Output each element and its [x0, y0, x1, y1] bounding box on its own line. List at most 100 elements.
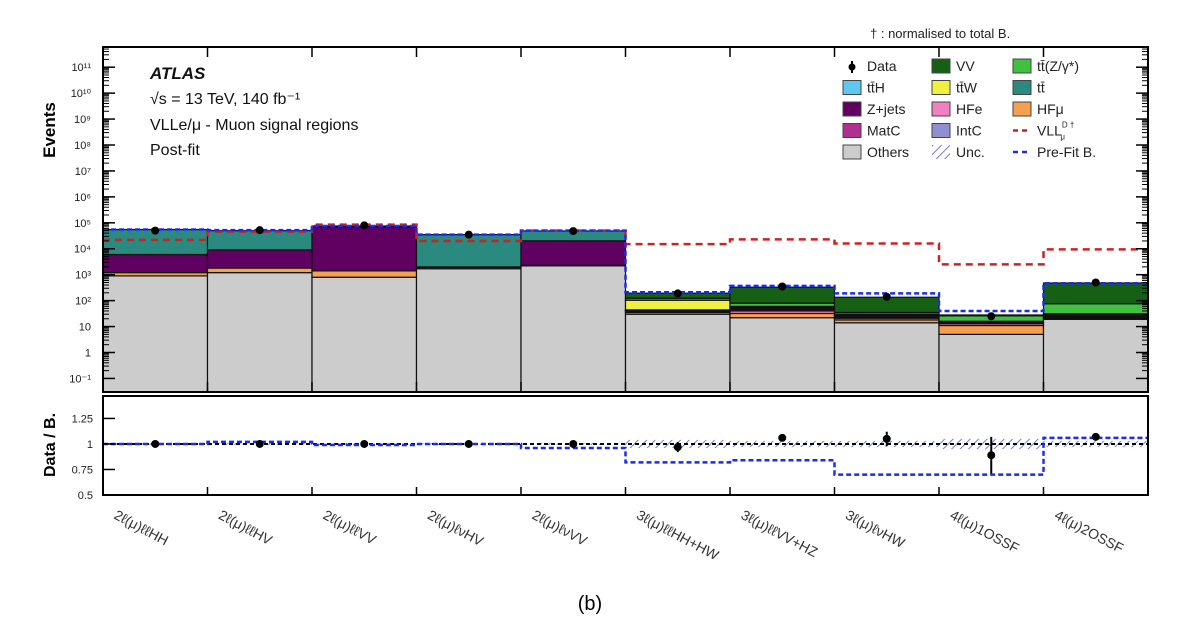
legend-label: HFμ	[1037, 101, 1064, 117]
y-axis-label: Events	[40, 102, 59, 158]
legend-label: IntC	[956, 123, 982, 139]
ratio-data-point	[151, 440, 159, 448]
y-tick-label: 10¹⁰	[71, 88, 92, 100]
data-point	[256, 226, 264, 234]
x-tick-label: 2ℓ(μ)ℓℓHV	[216, 507, 275, 549]
stack-bar-Others	[626, 314, 731, 392]
stack-bar-Z+jets	[103, 255, 208, 273]
stack-bar-HFμ	[208, 268, 313, 273]
stack-bar-tt̄W	[626, 300, 731, 310]
stack-bar-Others	[312, 277, 417, 392]
ratio-data-point	[256, 440, 264, 448]
data-point	[465, 231, 473, 239]
x-tick-label: 2ℓ(μ)ℓνVV	[530, 507, 591, 550]
y-tick-label: 10⁸	[74, 140, 91, 152]
y-tick-label: 10⁻¹	[69, 373, 91, 385]
stack-bar-Z+jets	[521, 241, 626, 266]
legend-swatch	[932, 124, 950, 138]
data-point	[151, 227, 159, 235]
y-tick-label: 10¹¹	[71, 62, 91, 74]
data-point	[360, 221, 368, 229]
legend-swatch	[843, 124, 861, 138]
legend-label-sup: D †	[1062, 121, 1074, 130]
stage-label: Post-fit	[150, 142, 200, 159]
ratio-data-point	[674, 443, 682, 451]
legend: Data VV tt̄(Z/γ*) tt̄H tt̄W tt̄ Z+jets HFe HFμ Ma…	[843, 58, 1096, 160]
ratio-data-point	[1092, 433, 1100, 441]
legend-swatch	[932, 81, 950, 95]
x-tick-label: 4ℓ(μ)1OSSF	[948, 507, 1022, 557]
stack-bar-Z+jets	[312, 227, 417, 271]
y-tick-label: 10	[79, 322, 91, 334]
legend-swatch	[1013, 81, 1031, 95]
legend-label: Unc.	[956, 144, 985, 160]
data-point	[569, 227, 577, 235]
x-tick-label: 4ℓ(μ)2OSSF	[1052, 507, 1126, 557]
legend-swatch	[843, 145, 861, 159]
x-tick-label: 3ℓ(μ)ℓνHW	[843, 507, 908, 552]
ratio-y-tick-label: 0.5	[78, 490, 93, 502]
legend-label-sub: μ	[1060, 133, 1065, 142]
y-tick-label: 10³	[75, 270, 91, 282]
legend-label: tt̄	[1037, 80, 1045, 96]
legend-swatch	[1013, 59, 1031, 73]
legend-hatch-swatch	[932, 145, 950, 159]
legend-label: tt̄(Z/γ*)	[1037, 58, 1079, 74]
stack-bar-tt̄(Z/γ*)	[1044, 304, 1149, 314]
stack-bar-Others	[835, 323, 940, 392]
stack-bar-tt̄	[417, 235, 522, 267]
y-tick-label: 10⁴	[74, 244, 91, 256]
ratio-data-point	[778, 434, 786, 442]
data-point	[987, 312, 995, 320]
x-tick-label: 3ℓ(μ)ℓℓHH+HW	[634, 507, 722, 564]
data-point	[883, 293, 891, 301]
legend-label: MatC	[867, 123, 900, 139]
legend-swatch	[932, 102, 950, 116]
normalisation-note: † : normalised to total B.	[870, 26, 1010, 41]
energy-label: √s = 13 TeV, 140 fb⁻¹	[150, 91, 300, 108]
legend-label: HFe	[956, 101, 983, 117]
ratio-data-point	[360, 440, 368, 448]
stack-bar-Others	[417, 269, 522, 392]
legend-label: tt̄W	[956, 80, 978, 96]
stack-bar-Others	[939, 334, 1044, 392]
legend-label: tt̄H	[867, 80, 885, 96]
stack-bar-Z+jets	[208, 250, 313, 268]
atlas-label: ATLAS	[149, 64, 206, 83]
legend-swatch	[843, 81, 861, 95]
y-tick-label: 10⁵	[74, 218, 91, 230]
stack-bar-Others	[1044, 319, 1149, 392]
ratio-data-point	[569, 440, 577, 448]
legend-label: Others	[867, 144, 909, 160]
stack-bar-HFμ	[939, 325, 1044, 334]
y-tick-label: 10⁹	[74, 114, 91, 126]
legend-label: VLLD †μ	[1037, 121, 1074, 142]
legend-label: Data	[867, 58, 897, 74]
x-tick-label: 2ℓ(μ)ℓℓVV	[321, 507, 380, 548]
x-tick-label: 2ℓ(μ)ℓνHV	[425, 507, 487, 550]
y-tick-label: 10⁷	[75, 166, 91, 178]
data-point	[778, 283, 786, 291]
stack-bar-Others	[208, 273, 313, 392]
legend-label: Z+jets	[867, 101, 906, 117]
legend-swatch	[1013, 102, 1031, 116]
stack-bar-Others	[521, 266, 626, 392]
legend-swatch	[932, 59, 950, 73]
ratio-y-tick-label: 1	[87, 439, 93, 451]
stack-bar-Others	[730, 318, 835, 392]
ratio-data-point	[883, 435, 891, 443]
stack-bar-Others	[103, 276, 208, 392]
legend-swatch	[843, 102, 861, 116]
y-tick-label: 1	[85, 347, 91, 359]
ratio-y-tick-label: 0.75	[72, 464, 93, 476]
legend-label: VV	[956, 58, 975, 74]
data-point	[674, 289, 682, 297]
region-label: VLLe/μ - Muon signal regions	[150, 117, 358, 134]
y-tick-label: 10⁶	[74, 192, 91, 204]
data-point	[1092, 278, 1100, 286]
legend-label: Pre-Fit B.	[1037, 144, 1096, 160]
caption: (b)	[578, 593, 602, 615]
